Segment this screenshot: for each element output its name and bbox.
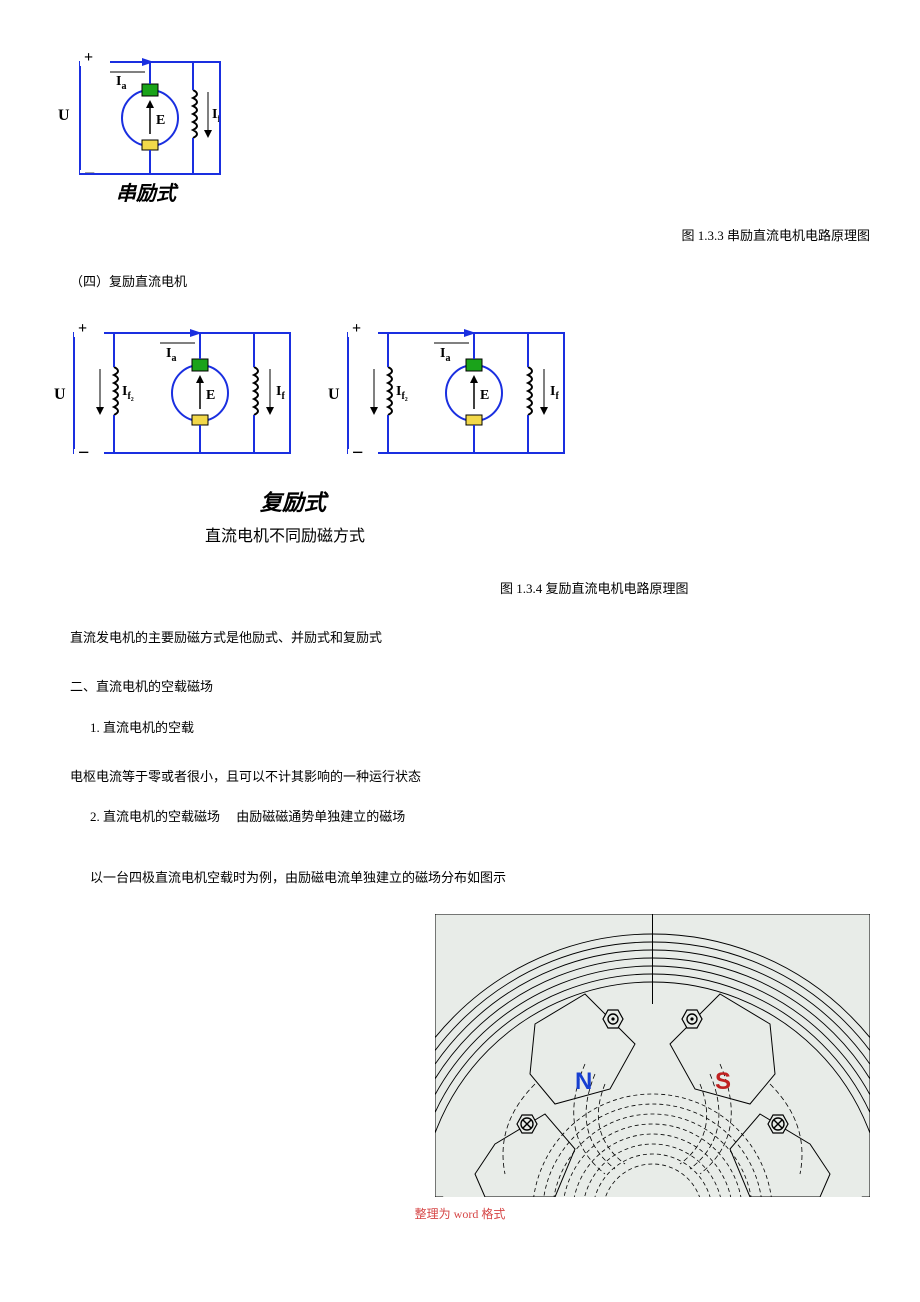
e-label: E [206, 388, 215, 403]
paragraph-3: 1. 直流电机的空载 [90, 718, 870, 739]
series-script-label: 串励式 [116, 182, 179, 205]
if-sub: f [281, 391, 285, 402]
minus-label-2: − [352, 442, 363, 464]
paragraph-1: 直流发电机的主要励磁方式是他励式、并励式和复励式 [70, 628, 870, 649]
compound-motor-diagram-1: + − U If₂ Ia [50, 323, 300, 473]
footer-text: 整理为 word 格式 [50, 1205, 870, 1224]
compound-subtitle: 直流电机不同励磁方式 [205, 524, 870, 550]
plus-label-2: + [352, 323, 361, 337]
u-label: U [58, 107, 70, 124]
compound-script-label: 复励式 [260, 485, 870, 520]
u-label: U [54, 386, 66, 403]
if-sub-2: f [555, 391, 559, 402]
four-pole-field-diagram: N S [435, 914, 870, 1197]
s-pole-label: S [715, 1068, 731, 1095]
svg-text:Ia: Ia [166, 346, 176, 364]
ia-sub: a [121, 81, 126, 92]
if2-sub: f₂ [127, 391, 133, 402]
paragraph-6: 以一台四极直流电机空载时为例，由励磁电流单独建立的磁场分布如图示 [90, 868, 870, 889]
u-label-2: U [328, 386, 340, 403]
paragraph-5: 2. 直流电机的空载磁场 由励磁磁通势单独建立的磁场 [90, 807, 870, 828]
paragraph-4: 电枢电流等于零或者很小，且可以不计其影响的一种运行状态 [70, 767, 870, 788]
svg-text:If₂: If₂ [396, 384, 408, 402]
figure-133: + − U Ia E If [50, 50, 870, 206]
plus-label: + [84, 50, 93, 66]
n-pole-label: N [575, 1068, 592, 1095]
figure-133-caption: 图 1.3.3 串励直流电机电路原理图 [50, 226, 870, 247]
svg-text:If: If [276, 384, 285, 402]
svg-text:Ia: Ia [440, 346, 450, 364]
figure-134-caption: 图 1.3.4 复励直流电机电路原理图 [500, 579, 870, 600]
compound-motor-diagram-2: + − U If₂ Ia E [324, 323, 574, 473]
paragraph-2: 二、直流电机的空载磁场 [70, 677, 870, 698]
e-label: E [156, 113, 165, 128]
page: + − U Ia E If [0, 0, 920, 1234]
minus-label: − [78, 442, 89, 464]
ia-sub-2: a [445, 353, 450, 364]
e-label-2: E [480, 388, 489, 403]
heading-4: （四）复励直流电机 [70, 272, 870, 293]
series-motor-diagram: + − U Ia E If [50, 50, 226, 206]
field-distribution-figure: N S [50, 914, 870, 1197]
svg-text:Ia: Ia [116, 74, 126, 92]
plus-label: + [78, 323, 87, 337]
ia-sub: a [171, 353, 176, 364]
figure-134: + − U If₂ Ia [50, 323, 870, 550]
if2-sub-2: f₂ [401, 391, 407, 402]
svg-text:If: If [550, 384, 559, 402]
svg-text:If₂: If₂ [122, 384, 134, 402]
